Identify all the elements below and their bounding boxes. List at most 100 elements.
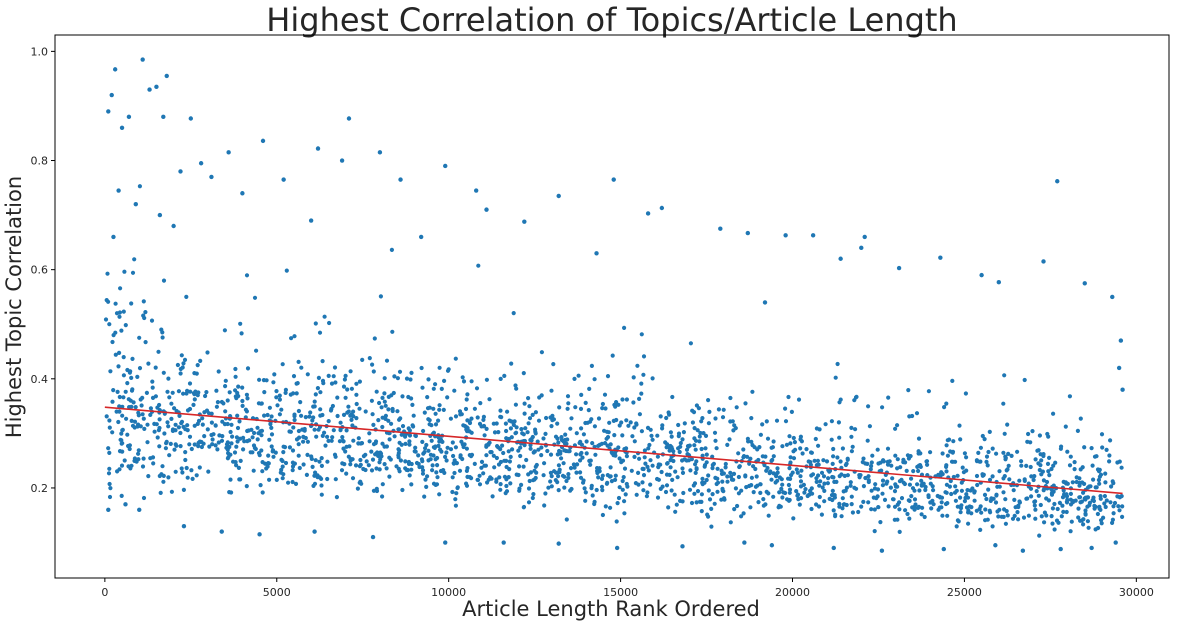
scatter-point — [109, 92, 114, 98]
scatter-point — [1110, 294, 1115, 300]
scatter-point — [398, 177, 403, 182]
scatter-point — [339, 158, 345, 163]
scatter-point — [1113, 540, 1118, 545]
scatter-point — [106, 507, 111, 512]
scatter-point — [209, 174, 214, 180]
scatter-point — [594, 251, 599, 256]
x-tick-label: 10000 — [431, 586, 466, 599]
scatter-point — [260, 138, 266, 144]
scatter-point — [116, 188, 121, 193]
scatter-point — [996, 280, 1002, 285]
scatter-point — [188, 116, 194, 121]
scatter-point — [783, 233, 788, 238]
scatter-point — [240, 191, 245, 196]
x-tick-label: 20000 — [775, 586, 810, 599]
scatter-point — [171, 223, 176, 229]
scatter-point — [993, 543, 998, 548]
scatter-point — [762, 300, 768, 305]
scatter-point — [896, 265, 902, 271]
x-axis-ticks: 0 5000 10000 15000 20000 25000 30000 — [101, 578, 1154, 599]
trend-line — [104, 406, 1123, 495]
scatter-point — [862, 234, 867, 240]
scatter-point — [473, 188, 479, 193]
chart-title: Highest Correlation of Topics/Article Le… — [266, 1, 957, 39]
scatter-point — [838, 256, 843, 261]
scatter-point — [879, 548, 885, 553]
scatter-point — [370, 534, 376, 540]
scatter-point — [119, 125, 125, 130]
scatter-point — [111, 234, 116, 240]
scatter-point — [418, 234, 424, 240]
scatter-point — [1058, 546, 1063, 552]
scatter-point — [140, 57, 145, 62]
scatter-point — [161, 114, 166, 120]
y-tick-label: 1.0 — [31, 45, 49, 58]
scatter-point — [1041, 259, 1046, 264]
scatter-point — [556, 193, 561, 199]
plot-frame — [54, 34, 1170, 579]
y-tick-label: 0.6 — [31, 264, 49, 277]
scatter-point — [133, 201, 138, 207]
scatter-point — [1089, 545, 1094, 551]
scatter-point — [181, 523, 187, 529]
scatter-point — [281, 177, 286, 182]
scatter-point — [501, 540, 506, 545]
scatter-point — [154, 84, 159, 90]
x-tick-label: 25000 — [947, 586, 982, 599]
scatter-point — [106, 109, 111, 114]
y-axis-ticks: 0.2 0.4 0.6 0.8 1.0 — [31, 45, 55, 495]
scatter-point — [1116, 365, 1122, 371]
x-tick-label: 0 — [101, 586, 108, 599]
scatter-point — [1055, 179, 1060, 184]
scatter-point — [831, 545, 836, 551]
trend-layer — [104, 406, 1123, 495]
scatter-point — [645, 211, 651, 216]
scatter-point — [164, 73, 169, 79]
y-tick-label: 0.8 — [31, 155, 49, 168]
scatter-point — [745, 230, 751, 236]
scatter-point — [443, 163, 448, 169]
scatter-point — [308, 218, 314, 223]
scatter-point — [147, 87, 152, 92]
x-tick-label: 30000 — [1119, 586, 1154, 599]
scatter-point — [614, 545, 620, 551]
y-tick-label: 0.2 — [31, 482, 49, 495]
scatter-point — [941, 546, 946, 552]
scatter-point — [659, 205, 665, 211]
scatter-point — [112, 67, 118, 72]
scatter-point — [123, 502, 128, 507]
scatter-point — [484, 207, 489, 212]
scatter-point — [859, 245, 864, 251]
scatter-point — [377, 150, 383, 155]
scatter-point — [810, 233, 816, 238]
scatter-point — [219, 529, 224, 534]
scatter-point — [312, 529, 317, 534]
y-axis-label: Highest Topic Correlation — [2, 176, 26, 438]
scatter-point — [157, 212, 163, 218]
scatter-point — [137, 507, 142, 512]
scatter-point — [178, 169, 183, 174]
scatter-point — [522, 219, 527, 224]
scatter-point — [226, 150, 231, 155]
points-layer — [103, 57, 1125, 553]
scatter-point — [979, 272, 984, 278]
scatter-point — [556, 541, 561, 546]
scatter-point — [742, 540, 747, 545]
scatter-point — [315, 146, 321, 151]
scatter-point — [1120, 387, 1125, 392]
scatter-point — [680, 544, 685, 549]
scatter-point — [1118, 338, 1124, 343]
scatter-point — [769, 543, 775, 548]
scatter-point — [257, 532, 262, 537]
scatter-point — [611, 177, 616, 182]
scatter-point — [1082, 281, 1087, 286]
scatter-point — [938, 255, 943, 260]
x-tick-label: 5000 — [263, 586, 291, 599]
scatter-point — [1020, 548, 1026, 553]
x-axis-label: Article Length Rank Ordered — [462, 597, 760, 621]
scatter-point — [198, 161, 204, 166]
scatter-point — [126, 114, 132, 120]
x-tick-label: 15000 — [603, 586, 638, 599]
